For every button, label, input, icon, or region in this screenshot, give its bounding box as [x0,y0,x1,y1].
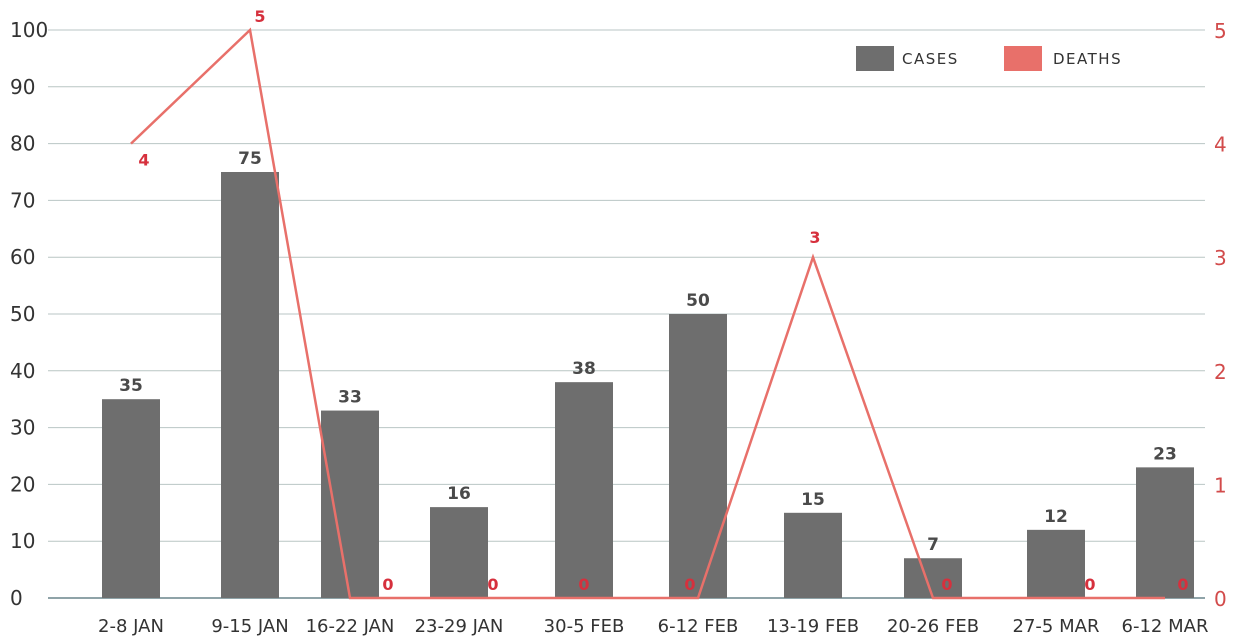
bar-cases [102,399,160,598]
bar-value-label: 12 [1044,507,1068,527]
category-label: 30-5 FEB [544,616,625,637]
deaths-line-layer [130,27,1165,600]
left-tick-label: 70 [10,188,35,212]
right-tick-label: 0 [1214,587,1227,611]
bar-value-label: 15 [801,490,825,510]
death-value-label: 0 [1177,575,1188,594]
death-value-label: 0 [578,575,589,594]
bar-value-label: 16 [447,484,471,504]
category-label: 20-26 FEB [887,616,979,637]
left-tick-label: 60 [10,245,35,269]
death-value-label: 0 [487,575,498,594]
death-value-labels: 450 0 0 030 0 0 [138,7,1188,594]
death-value-label: 0 [1084,575,1095,594]
right-tick-label: 5 [1214,19,1227,43]
bar-cases [904,558,962,598]
right-tick-label: 1 [1214,473,1227,497]
category-label: 6-12 FEB [658,616,739,637]
death-value-label: 0 [941,575,952,594]
bar-cases [669,314,727,598]
deaths-line [130,27,1165,600]
category-labels: 2-8 JAN 9-15 JAN 16-22 JAN 23-29 JAN 30-5 FE… [98,616,1208,637]
category-label: 2-8 JAN [98,616,164,637]
category-label: 16-22 JAN [306,616,395,637]
bars [102,172,1194,598]
bar-cases [1136,467,1194,598]
legend-cases-label: CASES [902,50,959,68]
legend-deaths-swatch [1004,46,1042,71]
left-tick-label: 10 [10,529,35,553]
death-value-label: 3 [809,228,820,247]
bar-cases [555,382,613,598]
death-value-label: 5 [254,7,265,26]
right-tick-label: 3 [1214,246,1227,270]
category-label: 27-5 MAR [1013,616,1100,637]
left-tick-label: 80 [10,132,35,156]
legend-cases-swatch [856,46,894,71]
right-tick-label: 2 [1214,360,1227,384]
bar-value-label: 75 [238,149,262,169]
bar-cases [1027,529,1085,598]
death-value-label: 0 [684,575,695,594]
bar-value-label: 33 [338,388,362,408]
category-label: 9-15 JAN [211,616,288,637]
bar-cases [430,507,488,598]
bar-value-label: 50 [686,291,710,311]
death-value-label: 0 [382,575,393,594]
category-label: 23-29 JAN [415,616,504,637]
death-value-label: 4 [138,151,149,170]
left-tick-label: 30 [10,416,35,440]
left-axis-ticks: 0 10 20 30 40 50 60 70 80 90 100 [10,18,48,610]
category-label: 6-12 MAR [1122,616,1209,637]
bar-cases [321,410,379,598]
bar-cases [221,172,279,598]
category-label: 13-19 FEB [767,616,859,637]
left-tick-label: 100 [10,18,48,42]
bar-value-label: 35 [119,376,143,396]
bar-value-label: 7 [927,535,939,555]
bar-value-label: 23 [1153,444,1177,464]
right-tick-label: 4 [1214,133,1227,157]
bar-value-label: 38 [572,359,596,379]
left-tick-label: 40 [10,359,35,383]
bar-value-labels: 35 75 33 16 38 50 15 7 12 23 [119,149,1177,555]
bar-cases [784,512,842,598]
right-axis-ticks: 0 1 2 3 4 5 [1214,19,1227,611]
left-tick-label: 50 [10,302,35,326]
legend-deaths-label: DEATHS [1053,50,1122,68]
left-tick-label: 0 [10,586,23,610]
legend: CASES DEATHS [856,46,1122,71]
left-tick-label: 90 [10,75,35,99]
left-tick-label: 20 [10,472,35,496]
